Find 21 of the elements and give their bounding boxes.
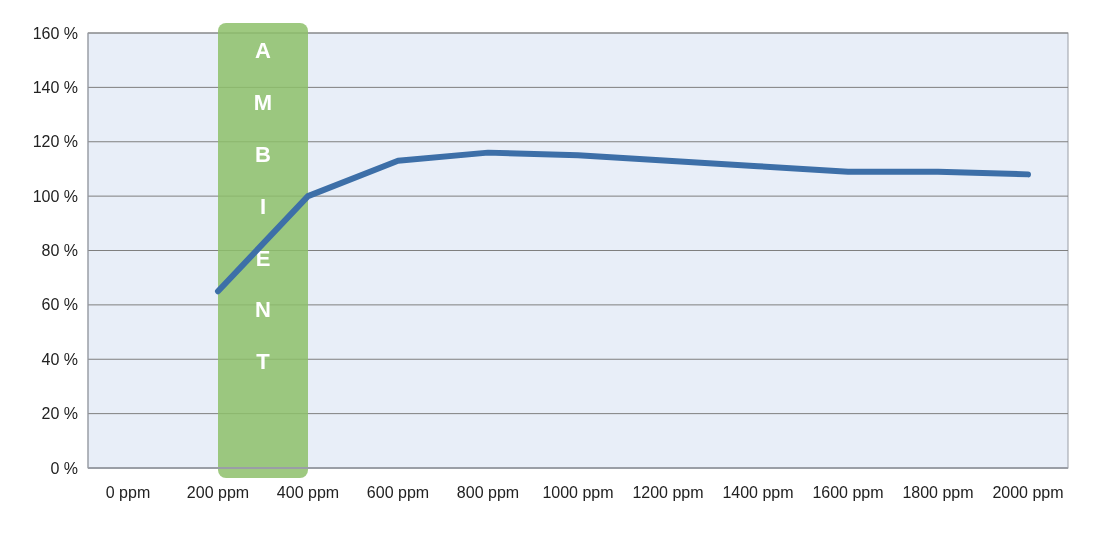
y-tick-label: 120 % — [32, 133, 78, 151]
y-tick-label: 60 % — [41, 296, 78, 314]
x-tick-label: 1600 ppm — [812, 484, 884, 501]
y-tick-label: 0 % — [50, 459, 78, 477]
y-tick-label: 160 % — [32, 24, 78, 42]
x-tick-label: 1800 ppm — [902, 484, 974, 501]
x-tick-label: 2000 ppm — [992, 484, 1064, 501]
x-tick-label: 1200 ppm — [632, 484, 704, 501]
y-tick-label: 140 % — [32, 78, 78, 96]
x-tick-label: 400 ppm — [276, 484, 340, 501]
x-tick-label: 1000 ppm — [542, 484, 614, 501]
x-tick-label: 600 ppm — [366, 484, 430, 501]
y-tick-label: 80 % — [41, 242, 78, 260]
x-tick-label: 800 ppm — [456, 484, 520, 501]
text: AMBIENT — [253, 38, 273, 375]
x-tick-label: 0 ppm — [105, 484, 151, 501]
y-tick-label: 20 % — [41, 405, 78, 423]
y-tick-label: 100 % — [32, 187, 78, 205]
x-tick-label: 1400 ppm — [722, 484, 794, 501]
x-tick-label: 200 ppm — [186, 484, 250, 501]
y-tick-label: 40 % — [41, 350, 78, 368]
